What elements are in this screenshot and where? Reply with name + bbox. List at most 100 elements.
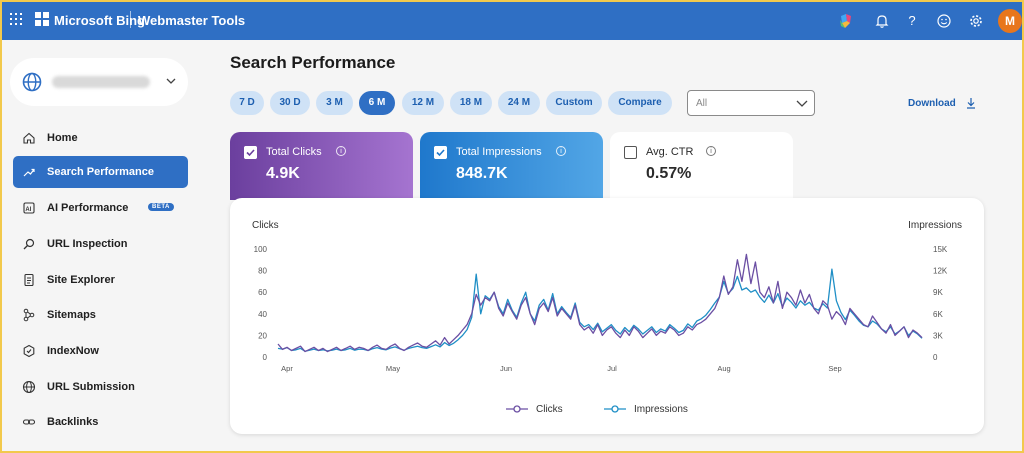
help-icon[interactable]: ?: [908, 13, 916, 28]
product-name[interactable]: Webmaster Tools: [138, 13, 246, 28]
y-tick-right-label: 0: [933, 353, 938, 362]
y-tick-left-label: 80: [258, 267, 267, 276]
site-picker[interactable]: [10, 58, 188, 106]
indexnow-icon: [23, 344, 35, 358]
clicks-value: 4.9K: [266, 165, 300, 182]
compare-button[interactable]: Compare: [608, 91, 672, 115]
clicks-legend-marker: [513, 405, 521, 413]
trend-icon: [23, 168, 35, 177]
y-axis-right-title: Impressions: [908, 220, 962, 231]
range-3m-button[interactable]: 3 M: [316, 91, 353, 115]
page-title: Search Performance: [230, 53, 396, 72]
clicks-label: Total Clicks: [266, 146, 322, 158]
range-7d-button[interactable]: 7 D: [230, 91, 264, 115]
gear-icon[interactable]: [968, 13, 984, 29]
filter-value: All: [696, 98, 708, 109]
sidebar-item-site-explorer[interactable]: Site Explorer: [13, 264, 188, 296]
chevron-down-icon: [166, 78, 176, 84]
x-tick-label: May: [386, 364, 400, 373]
performance-chart: Clicks Impressions 100 80 60 40 20 0 15K 12K 9K 6K 3…: [230, 198, 984, 434]
total-clicks-card[interactable]: Total Clicks i 4.9K: [230, 132, 413, 200]
sitemap-icon: [23, 308, 35, 322]
x-tick-label: Apr: [281, 364, 293, 373]
impressions-legend-marker: [611, 405, 619, 413]
sidebar-item-indexnow[interactable]: IndexNow: [13, 335, 188, 367]
chart-canvas: Clicks Impressions 100 80 60 40 20 0 15K 12K 9K 6K 3…: [252, 220, 962, 415]
y-tick-left-label: 0: [263, 353, 268, 362]
avg-ctr-card[interactable]: Avg. CTR i 0.57%: [610, 132, 793, 200]
impressions-series-line: [277, 268, 923, 352]
sidebar-item-label: Sitemaps: [47, 309, 96, 321]
y-tick-right-label: 6K: [933, 310, 943, 319]
beta-badge: BETA: [148, 203, 174, 211]
y-tick-right-label: 3K: [933, 331, 943, 340]
sidebar-item-label: URL Submission: [47, 381, 135, 393]
sidebar-item-sitemaps[interactable]: Sitemaps: [13, 299, 188, 331]
ctr-checkbox[interactable]: [624, 146, 637, 159]
copilot-icon[interactable]: [838, 13, 854, 29]
range-6m-button[interactable]: 6 M: [359, 91, 395, 115]
link-icon: [22, 419, 36, 425]
x-tick-label: Aug: [717, 364, 730, 373]
sidebar-item-url-inspection[interactable]: URL Inspection: [13, 228, 188, 260]
ctr-value: 0.57%: [646, 165, 692, 182]
impressions-value: 848.7K: [456, 165, 508, 182]
impressions-label: Total Impressions: [456, 146, 542, 158]
y-tick-left-label: 100: [254, 245, 268, 254]
y-tick-right-label: 15K: [933, 245, 948, 254]
download-button[interactable]: Download: [908, 98, 975, 109]
x-tick-label: Sep: [828, 364, 841, 373]
range-custom-button[interactable]: Custom: [546, 91, 602, 115]
info-icon[interactable]: i: [556, 146, 566, 156]
info-icon[interactable]: i: [336, 146, 346, 156]
smiley-icon[interactable]: [936, 13, 952, 29]
impressions-legend-label: Impressions: [634, 404, 688, 415]
y-tick-right-label: 12K: [933, 267, 948, 276]
home-icon: [23, 132, 35, 144]
x-tick-label: Jun: [500, 364, 512, 373]
range-24m-button[interactable]: 24 M: [498, 91, 540, 115]
download-icon: [967, 98, 975, 109]
y-tick-left-label: 40: [258, 310, 267, 319]
sidebar-item-url-submission[interactable]: URL Submission: [13, 371, 188, 403]
y-axis-left-title: Clicks: [252, 220, 279, 231]
impressions-checkbox[interactable]: [434, 146, 447, 159]
x-tick-label: Jul: [607, 364, 617, 373]
microsoft-logo-icon: [35, 12, 49, 26]
clicks-checkbox[interactable]: [244, 146, 257, 159]
range-30d-button[interactable]: 30 D: [270, 91, 310, 115]
ai-icon: AI: [23, 202, 35, 214]
svg-text:AI: AI: [25, 207, 31, 213]
total-impressions-card[interactable]: Total Impressions i 848.7K: [420, 132, 603, 200]
sidebar-item-label: Site Explorer: [47, 274, 115, 286]
bell-icon[interactable]: [874, 13, 890, 29]
site-name-redacted: [52, 76, 150, 88]
sidebar-item-label: Home: [47, 132, 78, 144]
top-bar: Microsoft Bing Webmaster Tools ? M: [2, 2, 1022, 40]
sidebar-item-label: Search Performance: [47, 166, 154, 178]
avatar[interactable]: M: [998, 9, 1022, 33]
file-icon: [24, 273, 34, 287]
chevron-down-icon: [796, 100, 808, 107]
ctr-label: Avg. CTR: [646, 146, 694, 158]
range-12m-button[interactable]: 12 M: [402, 91, 444, 115]
info-icon[interactable]: i: [706, 146, 716, 156]
filter-dropdown[interactable]: All: [687, 90, 815, 116]
sidebar-item-ai-performance[interactable]: AI AI Performance BETA: [13, 192, 188, 224]
y-tick-right-label: 9K: [933, 288, 943, 297]
sidebar-item-label: AI Performance: [47, 202, 129, 214]
brand-divider: [130, 11, 131, 28]
sidebar-item-label: URL Inspection: [47, 238, 128, 250]
sidebar-item-backlinks[interactable]: Backlinks: [13, 406, 188, 438]
y-tick-left-label: 60: [258, 288, 267, 297]
waffle-icon[interactable]: [10, 13, 22, 25]
brand-name[interactable]: Microsoft Bing: [54, 13, 145, 28]
sidebar-item-search-performance[interactable]: Search Performance: [13, 156, 188, 188]
sidebar-item-label: Backlinks: [47, 416, 99, 428]
range-18m-button[interactable]: 18 M: [450, 91, 492, 115]
sidebar-item-home[interactable]: Home: [13, 122, 188, 154]
download-label: Download: [908, 98, 956, 109]
clicks-legend-label: Clicks: [536, 404, 563, 415]
search-icon: [23, 238, 35, 250]
